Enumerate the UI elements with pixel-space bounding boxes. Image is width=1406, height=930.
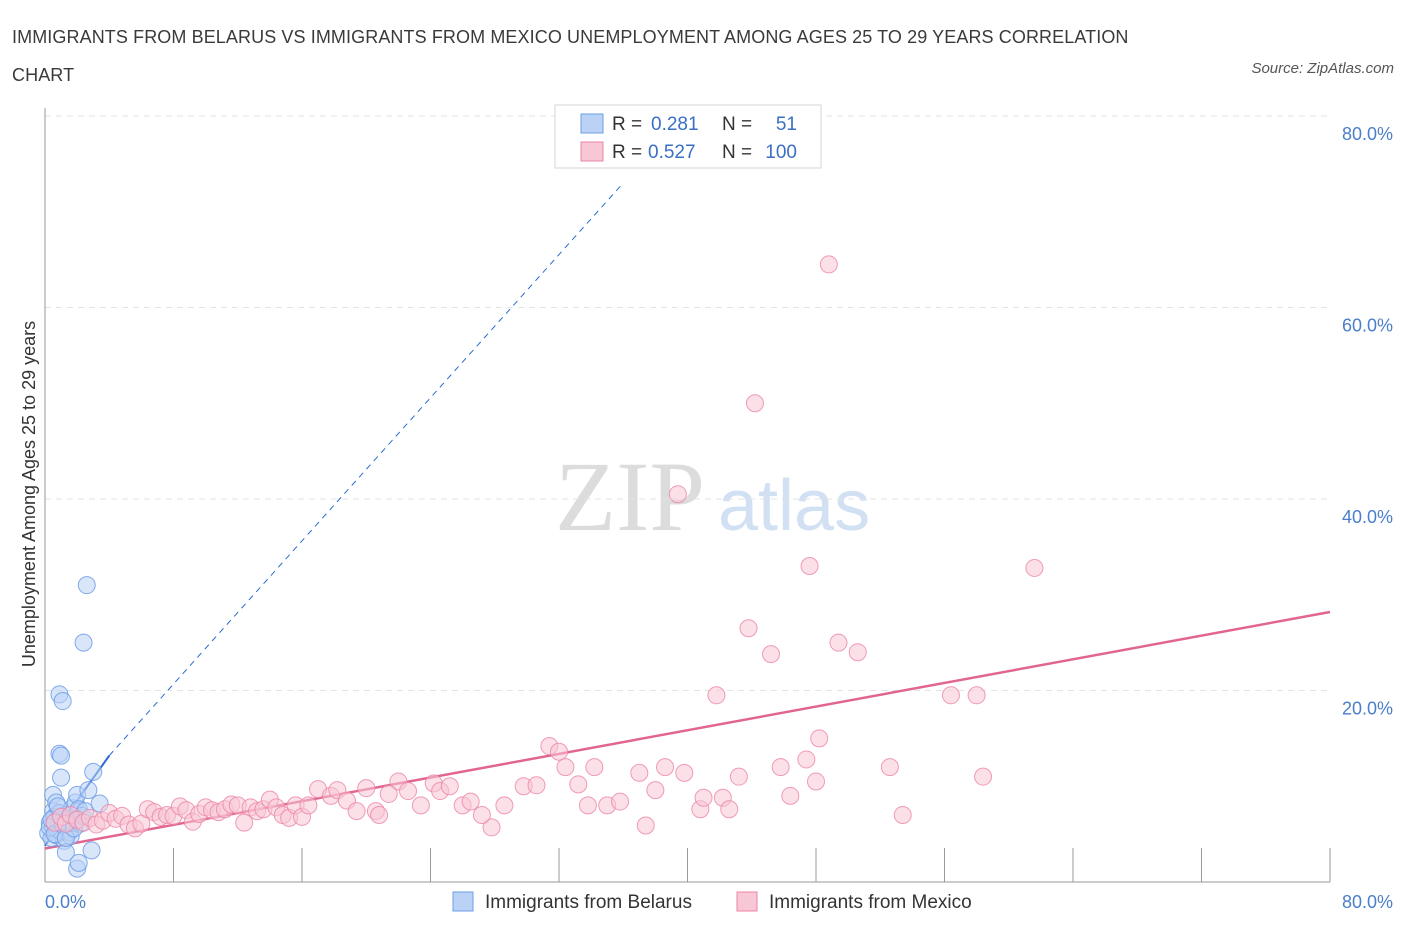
axes (44, 108, 1331, 883)
data-point-mexico (974, 767, 993, 786)
data-point-mexico (299, 796, 318, 815)
x-tick-labels: 0.0% 80.0% (45, 892, 1393, 912)
legend-n-value: 100 (765, 142, 797, 163)
data-point-mexico (694, 788, 713, 807)
data-point-mexico (707, 686, 726, 705)
data-point-mexico (797, 750, 816, 769)
series-mexico-points (45, 255, 1044, 838)
watermark-atlas: atlas (718, 466, 870, 546)
chart-title: IMMIGRANTS FROM BELARUS VS IMMIGRANTS FR… (12, 27, 1129, 85)
data-point-mexico (569, 775, 588, 794)
data-point-mexico (656, 758, 675, 777)
data-point-mexico (810, 729, 829, 748)
data-point-mexico (967, 686, 986, 705)
data-point-mexico (472, 805, 491, 824)
data-point-mexico (941, 686, 960, 705)
legend-n-label: N = (722, 142, 752, 163)
bottom-legend-swatch-mexico (736, 891, 758, 912)
gridlines (45, 115, 1330, 691)
data-point-belarus (69, 853, 88, 872)
legend-r-value: 0.281 (651, 114, 699, 135)
y-tick-label: 80.0% (1342, 124, 1393, 144)
data-point-mexico (819, 255, 838, 274)
x-tick-label: 0.0% (45, 892, 86, 912)
data-point-mexico (482, 818, 501, 837)
source-credit: Source: ZipAtlas.com (1251, 60, 1394, 77)
data-point-mexico (399, 782, 418, 801)
data-point-mexico (880, 758, 899, 777)
legend-r-label: R = (612, 142, 642, 163)
data-point-mexico (440, 777, 459, 796)
data-point-mexico (527, 776, 546, 795)
data-point-mexico (636, 816, 655, 835)
trend-line-belarus-extension (108, 182, 624, 756)
data-point-mexico (461, 792, 480, 811)
data-point-mexico (235, 813, 254, 832)
y-tick-label: 20.0% (1342, 699, 1393, 719)
data-point-mexico (611, 792, 630, 811)
data-point-belarus (53, 692, 72, 711)
data-point-belarus (82, 841, 101, 860)
data-point-mexico (646, 781, 665, 800)
data-point-mexico (379, 784, 398, 803)
watermark: ZIP atlas (555, 441, 870, 552)
data-point-mexico (578, 796, 597, 815)
bottom-legend-mexico: Immigrants from Mexico (769, 892, 972, 913)
data-point-mexico (745, 394, 764, 413)
y-tick-label: 60.0% (1342, 316, 1393, 336)
data-point-mexico (720, 800, 739, 819)
data-point-mexico (675, 763, 694, 782)
data-point-mexico (800, 557, 819, 576)
data-point-mexico (550, 742, 568, 761)
data-point-mexico (771, 758, 790, 777)
data-point-belarus (74, 633, 93, 652)
data-point-mexico (370, 805, 389, 824)
data-point-mexico (807, 772, 825, 791)
data-point-mexico (411, 796, 430, 815)
y-axis-label: Unemployment Among Ages 25 to 29 years (19, 321, 39, 667)
data-point-mexico (347, 802, 366, 821)
bottom-legend: Immigrants from Belarus Immigrants from … (452, 891, 972, 913)
data-point-mexico (585, 758, 604, 777)
legend-swatch-belarus (580, 113, 604, 134)
data-point-mexico (729, 767, 748, 786)
data-point-belarus (52, 768, 71, 787)
x-tick-label: 80.0% (1342, 892, 1393, 912)
data-point-mexico (739, 619, 758, 638)
legend-swatch-mexico (580, 141, 604, 162)
data-point-mexico (630, 763, 649, 782)
data-point-mexico (893, 805, 912, 824)
data-point-belarus (79, 781, 98, 800)
data-point-mexico (495, 796, 514, 815)
y-tick-labels: 20.0% 40.0% 60.0% 80.0% (1342, 124, 1393, 719)
data-point-mexico (762, 645, 781, 664)
data-point-belarus (52, 746, 71, 765)
legend-n-value: 51 (776, 114, 797, 135)
y-tick-label: 40.0% (1342, 507, 1393, 527)
data-point-mexico (848, 643, 867, 662)
data-point-belarus (84, 762, 103, 781)
legend-r-value: 0.527 (648, 142, 696, 163)
bottom-legend-swatch-belarus (452, 891, 474, 912)
data-point-mexico (668, 485, 687, 504)
bottom-legend-belarus: Immigrants from Belarus (485, 892, 692, 913)
data-point-belarus (77, 576, 96, 595)
data-point-mexico (1025, 558, 1044, 577)
legend-n-label: N = (722, 114, 752, 135)
legend-box: R = 0.281 N = 51 R = 0.527 N = 100 (554, 104, 822, 169)
legend-r-label: R = (612, 114, 642, 135)
data-point-mexico (781, 786, 800, 805)
data-point-mexico (556, 758, 575, 777)
data-point-mexico (829, 633, 848, 652)
data-point-mexico (357, 779, 376, 798)
